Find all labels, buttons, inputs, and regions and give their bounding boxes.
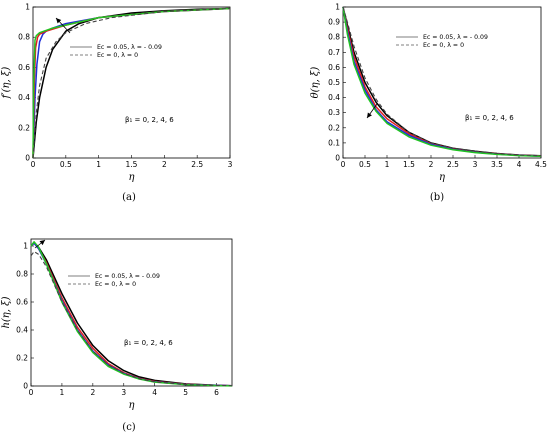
legend-label-dashed: Ec = 0, λ = 0 <box>423 42 464 49</box>
y-tick-label: 0.6 <box>18 63 30 72</box>
y-tick-label: 0.6 <box>328 63 340 72</box>
series-line-4 <box>30 241 233 387</box>
y-tick-label: 0.8 <box>16 270 28 279</box>
x-tick-label: 1 <box>385 160 390 169</box>
beta-annotation: β₁ = 0, 2, 4, 6 <box>465 114 514 122</box>
trend-arrow-head <box>56 18 62 24</box>
y-tick-label: 0.9 <box>328 18 340 27</box>
y-tick-label: 0.8 <box>18 33 30 42</box>
panel-1: 0 0.5 1 1.5 2 2.5 3 0 0.2 0.4 0.6 0.8 1 η f′(η, ξ) Ec =… <box>1 3 233 204</box>
series-line-1 <box>32 7 231 159</box>
x-tick-label: 1.5 <box>126 160 138 169</box>
x-axis-label: η <box>129 400 135 411</box>
y-tick-label: 0.1 <box>328 138 340 147</box>
x-tick-label: 0.5 <box>60 160 72 169</box>
legend-label-solid: Ec = 0.05, λ = - 0.09 <box>423 34 488 41</box>
y-tick-label: 0.4 <box>18 93 30 102</box>
x-tick-label: 0 <box>341 160 346 169</box>
series-line-5 <box>32 7 231 159</box>
y-tick-label: 1 <box>25 3 30 12</box>
series-line-1 <box>30 242 233 387</box>
y-axis-label: θ(η, ξ) <box>310 67 321 99</box>
x-tick-label: 3 <box>228 160 233 169</box>
panel-caption: (a) <box>122 192 136 203</box>
x-tick-label: 3.5 <box>491 160 503 169</box>
trend-arrow-head <box>39 240 45 246</box>
x-tick-label: 3 <box>473 160 478 169</box>
y-tick-label: 0.2 <box>328 123 340 132</box>
beta-annotation: β₁ = 0, 2, 4, 6 <box>125 116 174 124</box>
series-line-1 <box>342 6 542 157</box>
x-tick-label: 2.5 <box>191 160 203 169</box>
panel-3: 0 1 2 3 4 5 6 0 0.2 0.4 0.6 0.8 1 η h(η, ξ) Ec = 0.05, … <box>1 238 233 433</box>
y-tick-label: 0.2 <box>18 123 30 132</box>
series-line-5 <box>30 251 233 387</box>
plot-frame <box>32 6 231 159</box>
y-tick-label: 1 <box>335 3 340 12</box>
series-line-3 <box>342 6 542 157</box>
x-tick-label: 1.5 <box>403 160 415 169</box>
x-tick-label: 1 <box>96 160 101 169</box>
legend-label-solid: Ec = 0.05, λ = - 0.09 <box>97 44 162 51</box>
y-tick-label: 0.2 <box>16 354 28 363</box>
series-line-2 <box>30 242 233 387</box>
x-axis-label: η <box>129 172 135 183</box>
legend-label-dashed: Ec = 0, λ = 0 <box>95 281 136 288</box>
x-tick-label: 2 <box>429 160 434 169</box>
x-tick-label: 0 <box>31 160 36 169</box>
plot-frame <box>30 238 233 387</box>
x-tick-label: 4.5 <box>535 160 547 169</box>
x-tick-label: 3 <box>121 388 126 397</box>
legend-label-dashed: Ec = 0, λ = 0 <box>97 52 138 59</box>
x-tick-label: 1 <box>60 388 65 397</box>
series-line-3 <box>32 7 231 159</box>
legend-label-solid: Ec = 0.05, λ = - 0.09 <box>95 273 160 280</box>
y-tick-label: 0.3 <box>328 108 340 117</box>
x-axis-label: η <box>439 172 445 183</box>
series-line-4 <box>32 7 231 159</box>
y-axis-label: h(η, ξ) <box>1 296 12 328</box>
y-tick-label: 0.4 <box>16 326 28 335</box>
series-line-2 <box>32 7 231 159</box>
y-tick-label: 1 <box>23 242 28 251</box>
y-tick-label: 0 <box>23 382 28 391</box>
x-tick-label: 2.5 <box>447 160 459 169</box>
x-tick-label: 0.5 <box>359 160 371 169</box>
y-tick-label: 0.4 <box>328 93 340 102</box>
y-tick-label: 0.8 <box>328 33 340 42</box>
series-line-5 <box>342 6 542 157</box>
y-tick-label: 0.6 <box>16 298 28 307</box>
x-tick-label: 4 <box>152 388 157 397</box>
series-line-2 <box>342 6 542 157</box>
y-tick-label: 0 <box>25 154 30 163</box>
series-line-3 <box>30 242 233 387</box>
panel-caption: (b) <box>430 192 444 203</box>
y-tick-label: 0.7 <box>328 48 340 57</box>
beta-annotation: β₁ = 0, 2, 4, 6 <box>124 339 173 347</box>
x-tick-label: 5 <box>183 388 188 397</box>
x-tick-label: 2 <box>90 388 95 397</box>
x-tick-label: 6 <box>214 388 219 397</box>
panel-2: 0 0.5 1 1.5 2 2.5 3 3.5 4 4.5 0 0.1 0.2 0.3 0.4 0.5 0.6 0… <box>310 3 547 204</box>
x-tick-label: 4 <box>517 160 522 169</box>
x-tick-label: 0 <box>29 388 34 397</box>
trend-arrow-head <box>367 112 372 118</box>
y-axis-label: f′(η, ξ) <box>1 67 12 100</box>
x-tick-label: 2 <box>162 160 167 169</box>
series-line-4 <box>342 6 542 158</box>
y-tick-label: 0.5 <box>328 78 340 87</box>
panel-caption: (c) <box>122 422 136 433</box>
y-tick-label: 0 <box>335 154 340 163</box>
plot-frame <box>342 6 542 159</box>
